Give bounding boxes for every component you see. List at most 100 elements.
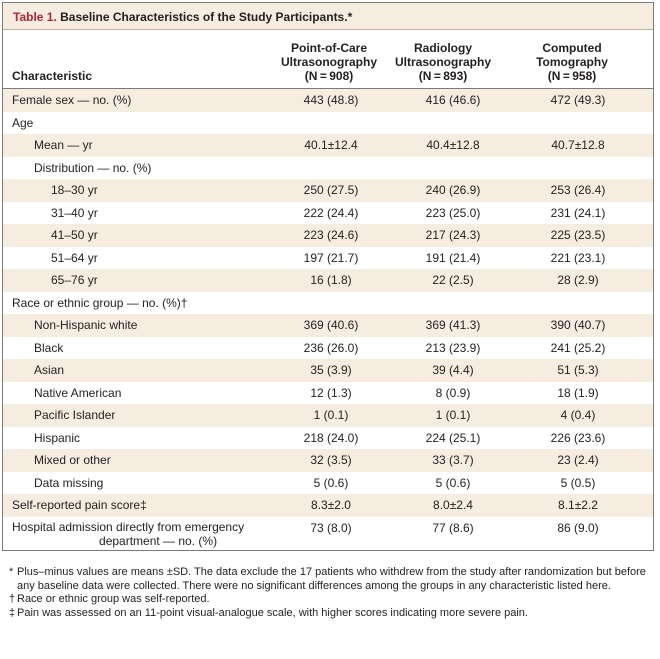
table-row: 31–40 yr 222 (24.4) 223 (25.0) 231 (24.1)	[3, 202, 653, 225]
row-label: Female sex — no. (%)	[12, 93, 132, 107]
footnote: † Race or ethnic group was self-reported.	[9, 593, 654, 607]
cell-v3: 28 (2.9)	[557, 273, 599, 287]
header-point-of-care: Point-of-Care Ultrasonography (N = 908)	[273, 41, 385, 83]
table-row: Race or ethnic group — no. (%)†	[3, 292, 653, 315]
footnote-text: Pain was assessed on an 11-point visual-…	[17, 606, 528, 619]
table-row: Mean — yr 40.1±12.4 40.4±12.8 40.7±12.8	[3, 134, 653, 157]
cell-v2: 369 (41.3)	[425, 318, 481, 332]
row-label: Mean — yr	[34, 138, 93, 152]
row-label: Age	[12, 115, 34, 130]
cell-v1: 73 (8.0)	[310, 520, 352, 535]
table-row: Non-Hispanic white 369 (40.6) 369 (41.3) 39…	[3, 314, 653, 337]
footnote-symbol: *	[9, 566, 14, 578]
table-row: 41–50 yr 223 (24.6) 217 (24.3) 225 (23.5)	[3, 224, 653, 247]
cell-v1: 369 (40.6)	[303, 318, 359, 332]
cell-v2: 240 (26.9)	[425, 183, 481, 197]
cell-v2: 213 (23.9)	[425, 340, 481, 355]
cell-v3: 472 (49.3)	[550, 93, 606, 107]
cell-v3: 40.7±12.8	[551, 138, 605, 152]
header-characteristic: Characteristic	[12, 69, 93, 83]
cell-v2: 223 (25.0)	[425, 205, 481, 220]
header-radiology: Radiology Ultrasonography (N = 893)	[387, 41, 499, 83]
cell-v1: 5 (0.6)	[313, 475, 349, 490]
table-row: Age	[3, 112, 653, 135]
cell-v2: 224 (25.1)	[425, 430, 481, 445]
table-row: Self-reported pain score‡ 8.3±2.0 8.0±2.4 8…	[3, 494, 653, 517]
row-label: Distribution — no. (%)	[34, 160, 152, 175]
cell-v1: 443 (48.8)	[303, 93, 359, 107]
cell-v1: 12 (1.3)	[310, 385, 352, 400]
row-label: Black	[34, 340, 64, 355]
cell-v1: 32 (3.5)	[310, 453, 352, 467]
cell-v2: 416 (46.6)	[425, 93, 481, 107]
table-title-bar: Table 1. Baseline Characteristics of the…	[3, 3, 653, 30]
table-row: Black 236 (26.0) 213 (23.9) 241 (25.2)	[3, 337, 653, 360]
table-row: Asian 35 (3.9) 39 (4.4) 51 (5.3)	[3, 359, 653, 382]
table-row: Mixed or other 32 (3.5) 33 (3.7) 23 (2.4)	[3, 449, 653, 472]
table-body: Characteristic Point-of-Care Ultrasonogr…	[3, 30, 653, 553]
footnote: ‡ Pain was assessed on an 11-point visual…	[9, 607, 654, 621]
cell-v2: 22 (2.5)	[432, 273, 474, 287]
cell-v1: 1 (0.1)	[313, 408, 349, 422]
table-title-text: Baseline Characteristics of the Study Pa…	[60, 10, 353, 24]
footnote-symbol: ‡	[9, 606, 16, 619]
table-label: Table 1.	[13, 10, 57, 24]
footnote-text: Race or ethnic group was self-reported.	[17, 593, 210, 605]
table-row: 65–76 yr 16 (1.8) 22 (2.5) 28 (2.9)	[3, 269, 653, 292]
cell-v1: 236 (26.0)	[303, 340, 359, 355]
cell-v3: 23 (2.4)	[557, 453, 599, 467]
cell-v3: 18 (1.9)	[557, 385, 599, 400]
cell-v1: 35 (3.9)	[310, 363, 352, 377]
cell-v3: 226 (23.6)	[550, 430, 606, 445]
table-title: Table 1. Baseline Characteristics of the…	[13, 10, 352, 24]
cell-v2: 8.0±2.4	[433, 498, 473, 512]
cell-v2: 191 (21.4)	[425, 250, 481, 265]
row-label: Data missing	[34, 475, 104, 490]
cell-v3: 8.1±2.2	[558, 498, 598, 512]
table-row: 18–30 yr 250 (27.5) 240 (26.9) 253 (26.4)	[3, 179, 653, 202]
row-label: 51–64 yr	[51, 250, 98, 265]
header-line: Point-of-Care	[291, 41, 367, 55]
cell-v2: 33 (3.7)	[432, 453, 474, 467]
table-row: Native American 12 (1.3) 8 (0.9) 18 (1.9)	[3, 382, 653, 405]
header-line: Tomography	[536, 55, 608, 69]
footnote-text: Plus–minus values are means ±SD. The dat…	[17, 566, 646, 592]
cell-v1: 250 (27.5)	[303, 183, 359, 197]
cell-v3: 51 (5.3)	[557, 363, 599, 377]
header-line: (N = 908)	[304, 69, 354, 83]
row-label: 31–40 yr	[51, 205, 98, 220]
table-row: Female sex — no. (%) 443 (48.8) 416 (46.6)…	[3, 89, 653, 112]
footnote-symbol: †	[9, 593, 16, 605]
table-frame	[2, 2, 654, 551]
row-label: 65–76 yr	[51, 273, 98, 287]
cell-v2: 1 (0.1)	[435, 408, 471, 422]
cell-v3: 231 (24.1)	[550, 205, 606, 220]
table-row: Distribution — no. (%)	[3, 157, 653, 180]
cell-v3: 86 (9.0)	[557, 520, 599, 535]
cell-v2: 40.4±12.8	[426, 138, 480, 152]
table-row: Data missing 5 (0.6) 5 (0.6) 5 (0.5)	[3, 472, 653, 495]
header-computed-tomography: Computed Tomography (N = 958)	[516, 41, 628, 83]
row-label-line: department — no. (%)	[99, 533, 218, 548]
header-line: Ultrasonography	[394, 55, 491, 69]
table-row: Hospital admission directly from emergen…	[3, 517, 653, 553]
row-label: Native American	[34, 385, 122, 400]
row-label: Asian	[34, 363, 65, 377]
table-row: Hispanic 218 (24.0) 224 (25.1) 226 (23.6)	[3, 427, 653, 450]
header-line: Radiology	[413, 41, 472, 55]
row-label: Hospital admission directly from emergen…	[12, 520, 244, 548]
cell-v1: 223 (24.6)	[303, 228, 359, 242]
header-line: (N = 893)	[418, 69, 468, 83]
cell-v1: 222 (24.4)	[303, 205, 359, 220]
cell-v1: 197 (21.7)	[303, 250, 359, 265]
footnote: * Plus–minus values are means ±SD. The da…	[9, 566, 654, 593]
header-line: (N = 958)	[547, 69, 597, 83]
row-label: Mixed or other	[34, 453, 111, 467]
cell-v3: 241 (25.2)	[550, 340, 606, 355]
table-footnotes: * Plus–minus values are means ±SD. The da…	[9, 566, 654, 620]
header-line: Ultrasonography	[280, 55, 377, 69]
cell-v1: 16 (1.8)	[310, 273, 352, 287]
row-label: Self-reported pain score‡	[12, 498, 147, 512]
cell-v3: 253 (26.4)	[550, 183, 606, 197]
row-label: 41–50 yr	[51, 228, 98, 242]
